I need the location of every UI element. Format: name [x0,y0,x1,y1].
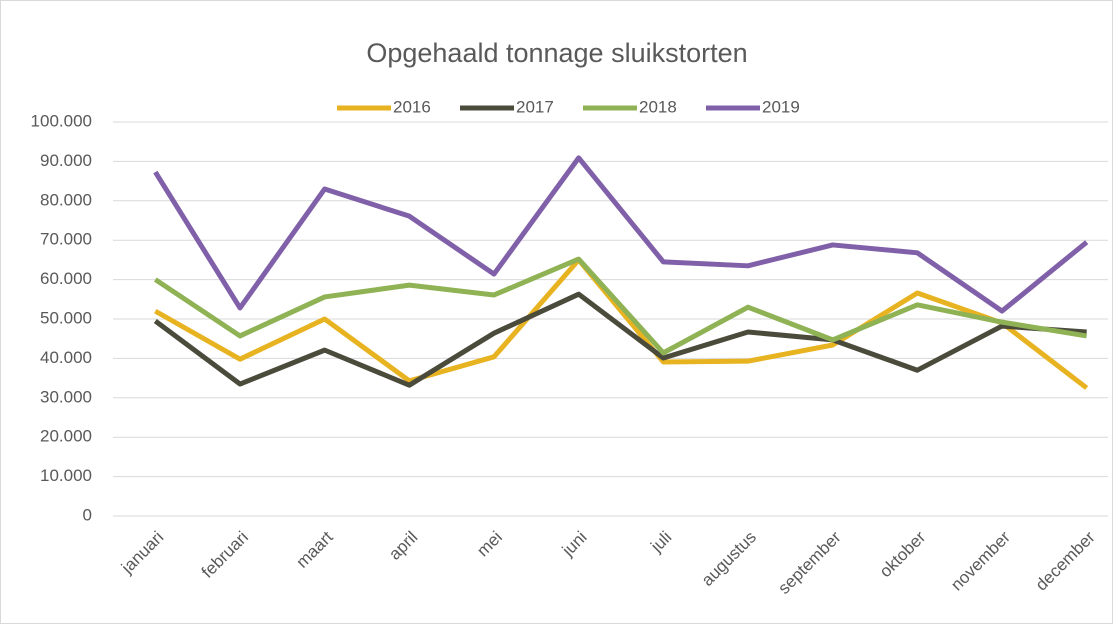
y-tick-label: 40.000 [40,348,92,367]
chart-title: Opgehaald tonnage sluikstorten [366,38,747,68]
y-tick-label: 10.000 [40,466,92,485]
y-tick-label: 60.000 [40,269,92,288]
y-tick-label: 80.000 [40,190,92,209]
y-tick-label: 0 [83,505,92,524]
y-tick-label: 70.000 [40,230,92,249]
legend-label: 2017 [516,97,554,116]
y-tick-label: 50.000 [40,308,92,327]
y-tick-label: 20.000 [40,427,92,446]
series-line [153,155,1089,314]
legend-label: 2018 [639,97,677,116]
series-line [153,291,1087,388]
series-line [153,256,1088,356]
series-line [154,257,1089,390]
legend-label: 2016 [393,97,431,116]
legend-label: 2019 [762,97,800,116]
y-tick-label: 90.000 [40,151,92,170]
y-tick-label: 100.000 [31,111,92,130]
y-tick-label: 30.000 [40,387,92,406]
